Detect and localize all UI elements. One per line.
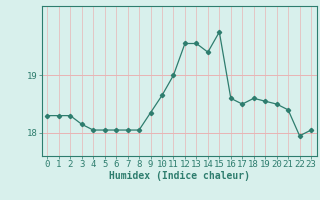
X-axis label: Humidex (Indice chaleur): Humidex (Indice chaleur) (109, 171, 250, 181)
